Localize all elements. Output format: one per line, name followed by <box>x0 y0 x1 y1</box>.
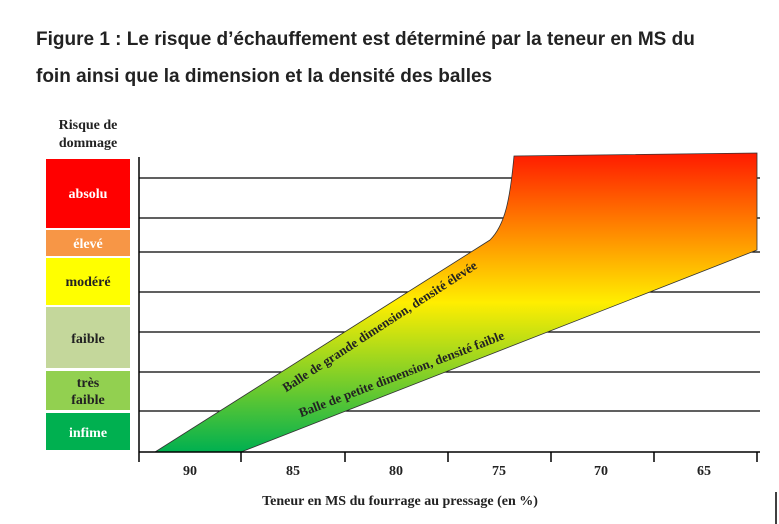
title: Figure 1 : Le risque d’échauffement est … <box>36 29 695 50</box>
risk-level: élevé <box>73 237 103 252</box>
risk-level: absolu <box>69 187 108 202</box>
axes <box>138 157 760 462</box>
risk-level: très <box>77 376 100 391</box>
x-tick-label: 75 <box>492 464 506 479</box>
x-tick-label: 90 <box>183 464 197 479</box>
risk-scale <box>46 159 130 450</box>
x-tick-label: 85 <box>286 464 300 479</box>
risk-level: modéré <box>65 275 110 290</box>
risk-title: Risque de <box>59 118 118 133</box>
risk-level: faible <box>71 393 104 408</box>
x-tick-label: 80 <box>389 464 403 479</box>
x-tick-label: 70 <box>594 464 608 479</box>
risk-title: dommage <box>59 136 117 151</box>
x-tick-label: 65 <box>697 464 711 479</box>
risk-area <box>153 152 758 453</box>
risk-level: faible <box>71 332 104 347</box>
x-axis-label: Teneur en MS du fourrage au pressage (en… <box>262 494 538 509</box>
risk-level: infime <box>69 426 107 441</box>
title: foin ainsi que la dimension et la densit… <box>36 66 492 87</box>
